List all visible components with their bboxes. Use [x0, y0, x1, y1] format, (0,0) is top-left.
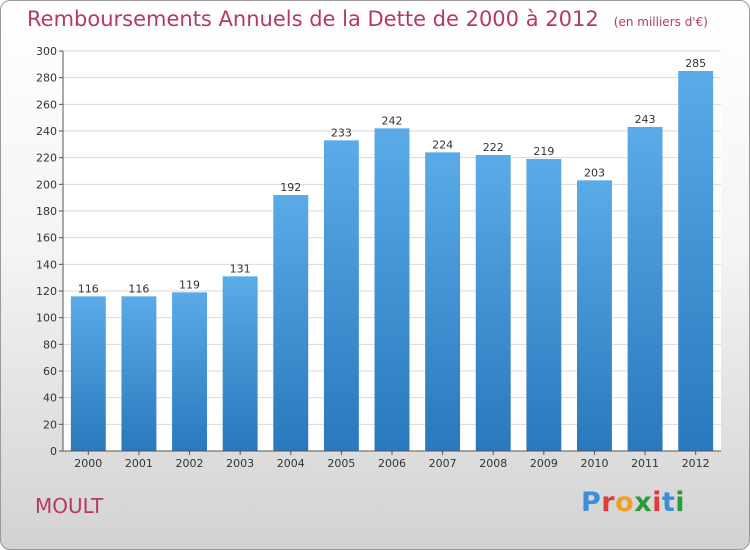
y-tick-label: 20	[43, 418, 57, 431]
y-tick-label: 180	[36, 205, 57, 218]
data-label: 219	[533, 145, 554, 158]
x-tick-label: 2006	[378, 457, 406, 470]
data-label: 119	[179, 278, 200, 291]
x-tick-label: 2008	[479, 457, 507, 470]
y-tick-label: 160	[36, 232, 57, 245]
y-tick-label: 80	[43, 338, 57, 351]
location-label: MOULT	[35, 494, 104, 518]
bar	[121, 296, 157, 451]
bar	[678, 71, 714, 451]
y-tick-label: 140	[36, 258, 57, 271]
bar	[172, 292, 208, 451]
logo-letter: P	[581, 487, 602, 518]
data-labels: 116 116 119 131 192 233 242 224 222 219 203 243 285	[78, 57, 706, 295]
y-tick-label: 60	[43, 365, 57, 378]
x-tick-label: 2004	[277, 457, 305, 470]
chart-title-block: Remboursements Annuels de la Dette de 20…	[27, 7, 708, 31]
logo-letter: i	[675, 487, 686, 518]
y-tick-label: 120	[36, 285, 57, 298]
x-tick-label: 2005	[327, 457, 355, 470]
x-tick-label: 2003	[226, 457, 254, 470]
bar	[425, 152, 461, 452]
bar	[323, 140, 359, 452]
x-tick-label: 2002	[176, 457, 204, 470]
bar	[70, 296, 106, 451]
bar	[576, 180, 612, 452]
data-label: 243	[635, 113, 656, 126]
data-label: 192	[280, 181, 301, 194]
logo-letter: t	[661, 487, 676, 518]
data-label: 116	[78, 282, 99, 295]
logo-letter: i	[652, 487, 662, 518]
bars-group	[70, 71, 714, 452]
chart-title: Remboursements Annuels de la Dette de 20…	[27, 7, 599, 31]
data-label: 285	[685, 57, 706, 70]
data-label: 242	[382, 114, 403, 127]
y-tick-label: 260	[36, 98, 57, 111]
y-tick-label: 200	[36, 178, 57, 191]
logo-letter: o	[615, 487, 635, 518]
bar	[374, 128, 410, 451]
y-tick-label: 240	[36, 125, 57, 138]
x-tick-label: 2009	[530, 457, 558, 470]
data-label: 203	[584, 166, 605, 179]
bar	[627, 127, 663, 451]
y-tick-label: 300	[36, 45, 57, 58]
x-tick-label: 2010	[580, 457, 608, 470]
x-tick-label: 2011	[631, 457, 659, 470]
bar	[222, 276, 258, 451]
logo-letter: r	[601, 487, 616, 518]
x-tick-label: 2007	[429, 457, 457, 470]
data-label: 116	[128, 282, 149, 295]
logo-letter: x	[634, 487, 653, 518]
bar	[273, 195, 309, 451]
y-tick-label: 220	[36, 152, 57, 165]
data-label: 224	[432, 138, 453, 151]
y-tick-label: 280	[36, 72, 57, 85]
x-tick-label: 2012	[682, 457, 710, 470]
y-tick-labels: 0 20 40 60 80 100 120 140 160 180 200 220 240 260 280 3…	[36, 45, 63, 458]
proxiti-logo: Proxiti	[581, 487, 685, 518]
bar	[526, 159, 562, 451]
data-label: 222	[483, 141, 504, 154]
x-tick-labels: 2000 2001 2002 2003 2004 2005 2006 2007 2008 2009…	[74, 451, 710, 470]
x-tick-label: 2001	[125, 457, 153, 470]
data-label: 131	[230, 262, 251, 275]
data-label: 233	[331, 126, 352, 139]
bar	[475, 155, 511, 451]
y-tick-label: 100	[36, 312, 57, 325]
y-tick-label: 0	[50, 445, 57, 458]
chart-subtitle: (en milliers d'€)	[613, 15, 708, 29]
x-tick-label: 2000	[74, 457, 102, 470]
y-tick-label: 40	[43, 392, 57, 405]
